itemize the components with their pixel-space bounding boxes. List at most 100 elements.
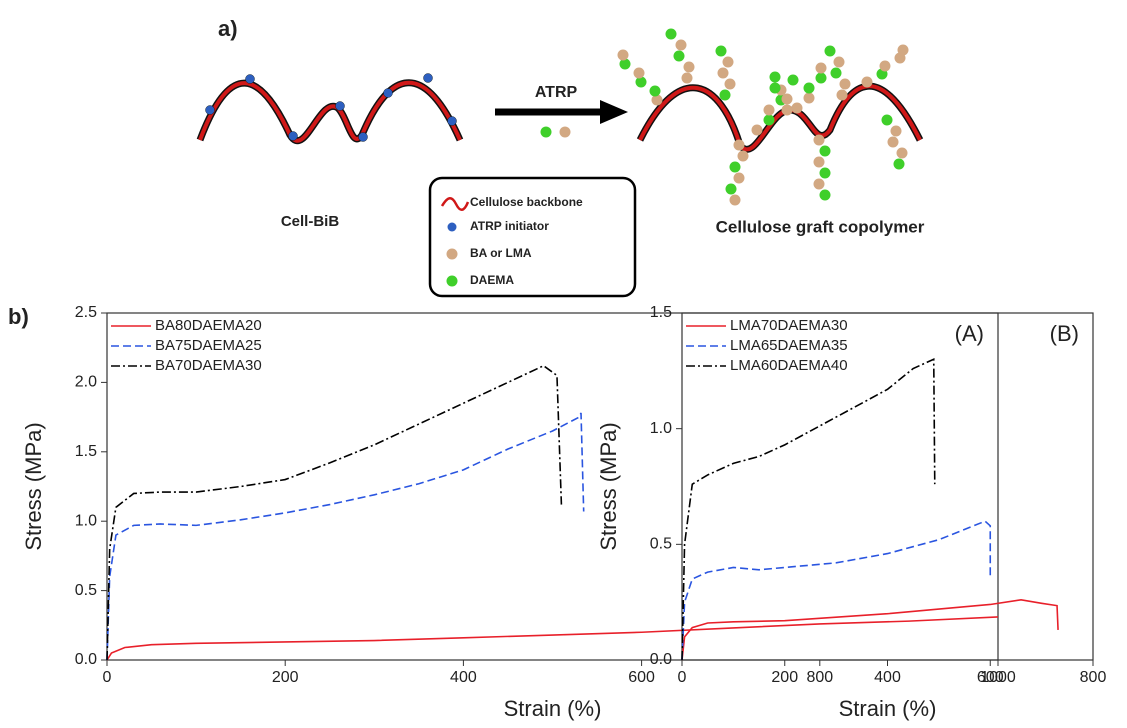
monomer <box>633 67 645 79</box>
panel-label: a) <box>218 16 238 41</box>
arrow-label: ATRP <box>535 84 578 101</box>
monomer <box>665 28 677 40</box>
monomer <box>813 156 825 168</box>
monomer <box>830 67 842 79</box>
monomer <box>833 56 845 68</box>
panel-label: b) <box>8 304 29 329</box>
monomer <box>890 125 902 137</box>
monomer <box>803 82 815 94</box>
x-tick-label: 800 <box>1080 669 1107 686</box>
monomer <box>675 39 687 51</box>
series-line <box>681 520 992 661</box>
initiator <box>383 88 393 98</box>
x-axis-label: Strain (%) <box>504 696 602 721</box>
monomer <box>722 56 734 68</box>
monomer <box>791 102 803 114</box>
arrow-head <box>600 100 628 124</box>
annotation: (B) <box>1050 321 1079 346</box>
y-tick-label: 1.0 <box>75 512 97 529</box>
monomer <box>673 50 685 62</box>
monomer <box>881 114 893 126</box>
diagram: a) b) ATRP Cell-BiB Cellulose graft copo… <box>8 16 925 329</box>
monomer <box>819 167 831 179</box>
initiators <box>205 73 457 142</box>
backbone-shadow <box>196 79 464 145</box>
monomer <box>861 76 873 88</box>
initiator <box>423 73 433 83</box>
legend-icon <box>447 222 457 232</box>
monomer <box>813 134 825 146</box>
legend-text: Cellulose backbone <box>470 195 583 209</box>
monomer <box>763 104 775 116</box>
legend-text: ATRP initiator <box>470 219 549 233</box>
legend-icon <box>446 248 458 260</box>
legend-label: LMA60DAEMA40 <box>730 357 848 374</box>
monomer <box>540 126 552 138</box>
monomer <box>559 126 571 138</box>
monomer <box>681 72 693 84</box>
x-tick-label: 200 <box>272 669 299 686</box>
x-tick-label: 600 <box>977 669 1004 686</box>
x-tick-label: 1000 <box>980 669 1016 686</box>
plot-frame <box>106 312 999 661</box>
initiator <box>335 101 345 111</box>
legend-label: BA70DAEMA30 <box>155 357 262 374</box>
series-line <box>681 599 1059 661</box>
monomer <box>879 60 891 72</box>
series-line <box>681 358 936 661</box>
legend-box <box>428 176 637 298</box>
legend-text: BA or LMA <box>470 246 532 260</box>
backbone <box>198 80 462 143</box>
monomer <box>683 61 695 73</box>
monomer <box>819 189 831 201</box>
series-line <box>106 616 999 661</box>
monomer <box>839 78 851 90</box>
y-tick-label: 0.5 <box>650 536 672 553</box>
x-tick-label: 400 <box>450 669 477 686</box>
monomer <box>619 58 631 70</box>
initiator <box>245 74 255 84</box>
monomer <box>787 74 799 86</box>
y-tick-label: 2.0 <box>75 374 97 391</box>
monomer <box>781 93 793 105</box>
series-line <box>106 412 585 661</box>
monomer <box>813 178 825 190</box>
legend-label: BA75DAEMA25 <box>155 337 262 354</box>
y-tick-label: 1.5 <box>75 443 97 460</box>
diagram-label: Cell-BiB <box>281 213 340 230</box>
legend-icon <box>446 275 458 287</box>
monomer <box>635 76 647 88</box>
monomer <box>887 136 899 148</box>
monomer <box>819 145 831 157</box>
monomer <box>751 124 763 136</box>
monomer <box>717 67 729 79</box>
y-axis-label: Stress (MPa) <box>21 422 46 550</box>
monomer <box>763 114 775 126</box>
monomer <box>729 194 741 206</box>
monomer <box>815 72 827 84</box>
initiator <box>205 105 215 115</box>
y-axis-label: Stress (MPa) <box>596 422 621 550</box>
graft-chains <box>617 28 909 206</box>
monomer <box>897 44 909 56</box>
monomer <box>769 71 781 83</box>
monomer <box>715 45 727 57</box>
diagram-label: Cellulose graft copolymer <box>716 217 925 236</box>
initiator <box>288 131 298 141</box>
annotation: (A) <box>955 321 984 346</box>
monomer <box>724 78 736 90</box>
monomer <box>649 85 661 97</box>
legend-label: BA80DAEMA20 <box>155 317 262 334</box>
initiator <box>447 116 457 126</box>
monomer <box>896 147 908 159</box>
monomer <box>617 49 629 61</box>
legend-label: LMA65DAEMA35 <box>730 337 848 354</box>
monomer <box>769 82 781 94</box>
monomer <box>729 161 741 173</box>
monomer <box>815 62 827 74</box>
monomer <box>733 172 745 184</box>
x-tick-label: 600 <box>628 669 655 686</box>
monomer <box>733 139 745 151</box>
